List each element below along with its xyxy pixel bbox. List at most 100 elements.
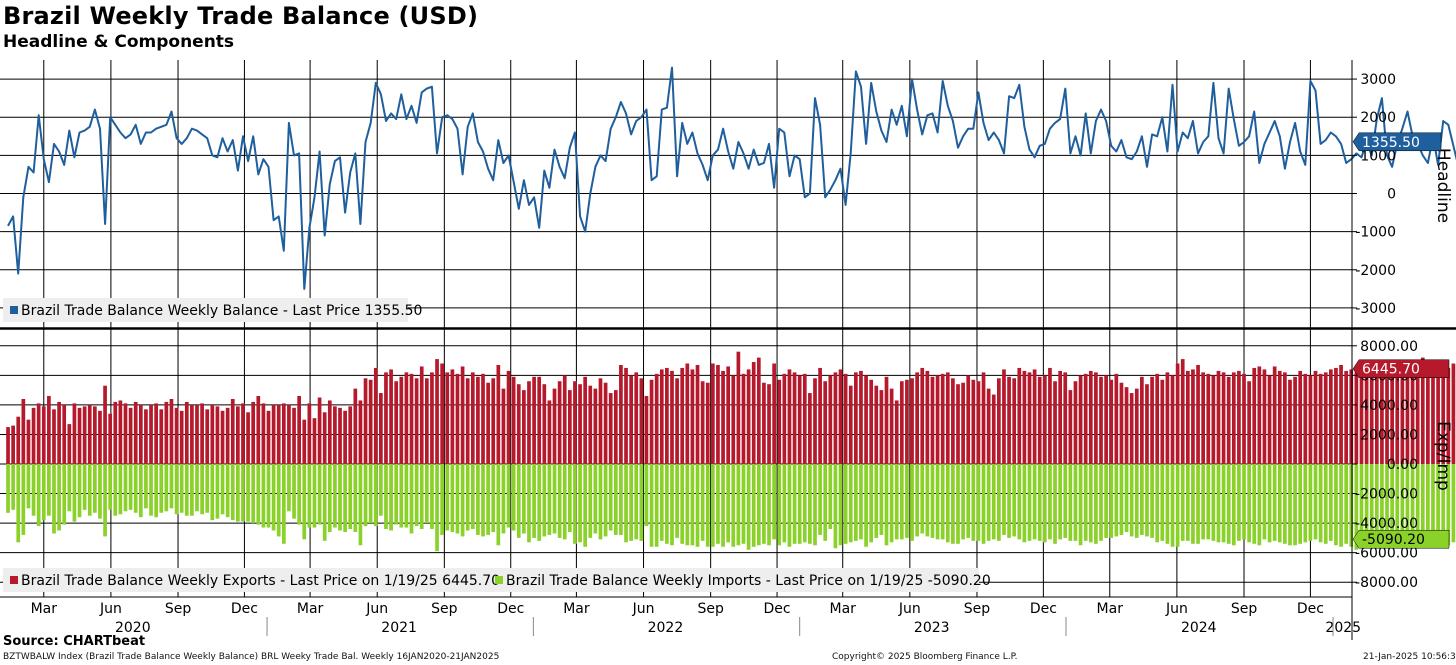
exports-bar (379, 393, 383, 464)
exports-bar (1339, 364, 1343, 464)
imports-bar (777, 464, 782, 546)
exports-bar (659, 369, 664, 464)
imports-bar (874, 464, 879, 538)
exports-bar (1446, 367, 1451, 464)
bottom-y-tick-label: -4000.00 (1355, 516, 1418, 532)
exports-bar (751, 362, 756, 464)
imports-bar (603, 464, 608, 537)
exports-legend-text: Brazil Trade Balance Weekly Exports - La… (21, 573, 500, 589)
imports-bar (991, 464, 996, 540)
exports-bar (16, 416, 21, 464)
imports-bar (792, 464, 797, 544)
imports-bar (1252, 464, 1257, 544)
imports-bar (440, 464, 445, 535)
imports-bar (113, 464, 118, 516)
exports-bar (894, 400, 899, 464)
x-year-label: 2023 (914, 620, 950, 636)
imports-bar (920, 464, 925, 534)
x-year-label: 2020 (115, 620, 151, 636)
exports-bar (997, 378, 1001, 464)
imports-bar (77, 464, 82, 518)
exports-bar (26, 419, 31, 464)
exports-bar (144, 409, 148, 464)
exports-bar (368, 379, 373, 464)
exports-bar (1334, 367, 1338, 464)
top-legend: Brazil Trade Balance Weekly Balance - La… (3, 298, 422, 322)
exports-bar (348, 406, 353, 464)
exports-bar (266, 410, 271, 464)
imports-bar (1221, 464, 1226, 543)
top-y-tick-label: 0 (1387, 187, 1396, 203)
imports-bar (598, 464, 603, 540)
imports-bar (1119, 464, 1124, 535)
exports-bar (1308, 375, 1313, 464)
imports-bar (685, 464, 690, 546)
exports-bar (430, 372, 434, 464)
exports-bar (36, 403, 41, 464)
exports-bar (741, 373, 746, 464)
imports-bar (11, 464, 15, 510)
exports-bar (174, 407, 179, 464)
imports-bar (460, 464, 465, 537)
imports-bar (506, 464, 511, 528)
exports-bar (1237, 370, 1241, 464)
imports-bar (746, 464, 751, 550)
imports-bar (828, 464, 833, 530)
exports-bar (1226, 376, 1231, 464)
imports-bar (118, 464, 123, 515)
exports-bar (690, 369, 695, 464)
imports-bar (971, 464, 976, 541)
exports-bar (389, 369, 393, 464)
exports-bar (317, 397, 322, 464)
imports-bar (583, 464, 588, 547)
x-month-label: Sep (431, 601, 458, 617)
exports-bar (1078, 375, 1083, 464)
imports-bar (297, 464, 301, 525)
imports-bar (1002, 464, 1006, 535)
x-month-label: Dec (1297, 601, 1324, 617)
exports-bar (1441, 369, 1446, 464)
imports-bar (1185, 464, 1190, 541)
imports-bar (179, 464, 184, 513)
imports-bar (363, 464, 368, 527)
exports-bar (1344, 370, 1349, 464)
top-y-tick-label: 3000 (1360, 72, 1396, 88)
imports-bar (762, 464, 766, 544)
exports-bar (363, 378, 368, 464)
exports-last-value-tag-text: 6445.70 (1362, 362, 1420, 378)
imports-bar (266, 464, 271, 528)
imports-bar (430, 464, 434, 530)
exports-bar (414, 378, 419, 464)
imports-bar (930, 464, 935, 538)
exports-bar (312, 418, 317, 464)
exports-bar (1068, 390, 1073, 464)
imports-bar (1099, 464, 1103, 541)
imports-bar (1206, 464, 1211, 540)
exports-bar (6, 427, 10, 464)
exports-bar (767, 384, 771, 464)
x-month-label: Mar (563, 601, 590, 617)
bottom-y-tick-label: -2000.00 (1355, 487, 1418, 503)
imports-bar (910, 464, 914, 541)
imports-bar (527, 464, 531, 543)
exports-last-value-tag: 6445.70 (1352, 359, 1450, 378)
exports-bar (179, 410, 184, 464)
headline-legend-swatch (10, 306, 18, 314)
exports-bar (465, 378, 470, 464)
imports-bar (169, 464, 174, 509)
exports-bar (322, 412, 327, 464)
imports-bar (1380, 464, 1384, 543)
exports-bar (1400, 369, 1405, 464)
imports-bar (1027, 464, 1032, 541)
exports-bar (598, 378, 603, 464)
imports-bar (1272, 464, 1277, 541)
exports-bar (82, 406, 87, 464)
exports-bar (1017, 367, 1022, 464)
imports-bar (1400, 464, 1405, 543)
exports-bar (930, 376, 935, 464)
imports-last-value-tag-text: -5090.20 (1362, 532, 1425, 548)
exports-bar (869, 379, 874, 464)
exports-bar (920, 367, 925, 464)
imports-bar (230, 464, 235, 521)
exports-bar (1042, 375, 1047, 464)
